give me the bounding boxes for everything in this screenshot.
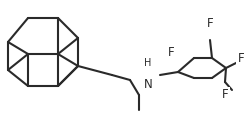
Text: F: F [221,88,228,102]
Text: F: F [237,52,244,65]
Text: H: H [144,58,151,68]
Text: N: N [143,78,152,91]
Text: F: F [168,46,174,59]
Text: F: F [206,17,212,30]
